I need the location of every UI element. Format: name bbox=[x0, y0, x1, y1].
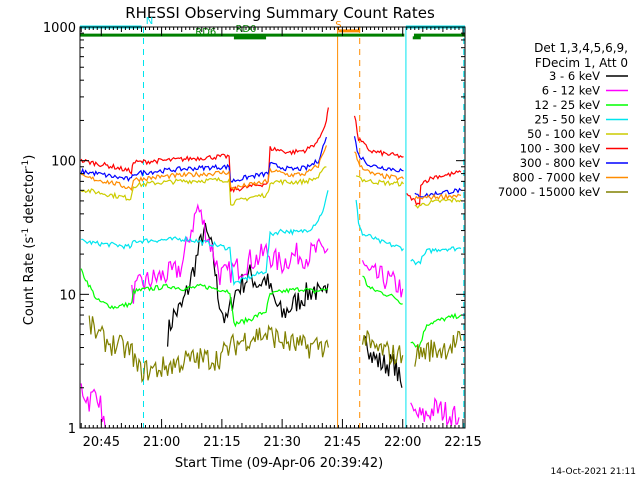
series-1-segment-2 bbox=[361, 260, 404, 298]
y-axis-label: Count Rate (s-1 detector-1) bbox=[21, 155, 37, 326]
y-label-part-e: ) bbox=[22, 155, 37, 160]
svg-text:Count Rate (s-1 detector-1): Count Rate (s-1 detector-1) bbox=[21, 155, 37, 326]
flag-label-n: N bbox=[146, 16, 153, 27]
y-label-part-a: Count Rate (s bbox=[22, 237, 37, 326]
legend-label: 7000 - 15000 keV bbox=[498, 185, 600, 199]
legend-label: 25 - 50 keV bbox=[534, 113, 600, 127]
series-4-segment-1 bbox=[355, 175, 404, 187]
plot-frame bbox=[79, 26, 466, 429]
series-4-segment-2 bbox=[414, 197, 462, 209]
x-tick-label: 22:00 bbox=[384, 435, 421, 450]
series-2-segment-2 bbox=[410, 312, 462, 350]
series-5-segment-0 bbox=[80, 107, 329, 193]
series-0-segment-0 bbox=[167, 222, 329, 347]
flag-label-s: S bbox=[335, 20, 341, 31]
series-7-segment-1 bbox=[354, 151, 404, 181]
x-tick-label: 21:15 bbox=[203, 435, 240, 450]
y-tick-label: 1000 bbox=[43, 21, 76, 36]
y-label-part-c: detector bbox=[22, 168, 37, 228]
series-3-segment-1 bbox=[355, 199, 404, 252]
series-2-segment-1 bbox=[362, 275, 403, 305]
axes: 1 10 100 1000 20:45 21:00 21:15 21:30 21:45 22:00… bbox=[43, 21, 482, 450]
x-tick-label: 22:15 bbox=[444, 435, 481, 450]
footer-timestamp: 14-Oct-2021 21:11 bbox=[551, 467, 636, 477]
series-7-segment-2 bbox=[414, 192, 462, 201]
series-7-segment-0 bbox=[81, 145, 327, 192]
series-1-segment-1 bbox=[131, 203, 329, 304]
legend-label: 800 - 7000 keV bbox=[512, 171, 600, 185]
legend-label: 300 - 800 keV bbox=[520, 156, 600, 170]
legend-label: 3 - 6 keV bbox=[549, 69, 600, 83]
y-tick-label: 100 bbox=[51, 155, 76, 170]
series-2-segment-0 bbox=[80, 268, 329, 328]
series-1-segment-3 bbox=[410, 397, 460, 427]
series-8-segment-2 bbox=[414, 330, 462, 367]
x-tick-label: 21:30 bbox=[263, 435, 300, 450]
series-6-segment-1 bbox=[353, 136, 404, 173]
x-tick-label: 21:45 bbox=[324, 435, 361, 450]
y-tick-label: 10 bbox=[59, 288, 76, 303]
legend-label: 100 - 300 keV bbox=[520, 142, 600, 156]
y-label-part-b: -1 bbox=[21, 228, 31, 237]
legend-header-line: Det 1,3,4,5,6,9, bbox=[534, 41, 628, 55]
series-6-segment-2 bbox=[414, 187, 462, 198]
legend-label: 6 - 12 keV bbox=[542, 84, 600, 98]
series-1-segment-0 bbox=[80, 383, 106, 428]
legend-label: 12 - 25 keV bbox=[534, 98, 600, 112]
legend-header-line: FDecim 1, Att 0 bbox=[535, 56, 628, 70]
y-label-part-d: -1 bbox=[21, 160, 31, 169]
series-6-segment-0 bbox=[80, 136, 327, 183]
series-8-segment-1 bbox=[361, 330, 404, 366]
chart-title: RHESSI Observing Summary Count Rates bbox=[125, 4, 435, 22]
series-3-segment-2 bbox=[410, 246, 462, 266]
x-axis-label: Start Time (09-Apr-06 20:39:42) bbox=[175, 456, 383, 471]
x-tick-label: 20:45 bbox=[83, 435, 120, 450]
series-4-segment-0 bbox=[81, 166, 327, 206]
series-8-segment-0 bbox=[88, 315, 329, 383]
series-3-segment-0 bbox=[81, 190, 329, 286]
legend: Det 1,3,4,5,6,9,FDecim 1, Att 03 - 6 keV… bbox=[498, 41, 628, 199]
legend-label: 50 - 100 keV bbox=[527, 127, 600, 141]
series-5-segment-2 bbox=[406, 170, 462, 206]
flag-label-rd6: RD6 bbox=[195, 27, 216, 38]
series-5-segment-1 bbox=[353, 115, 404, 159]
x-tick-label: 21:00 bbox=[143, 435, 180, 450]
y-tick-label: 1 bbox=[68, 422, 76, 437]
